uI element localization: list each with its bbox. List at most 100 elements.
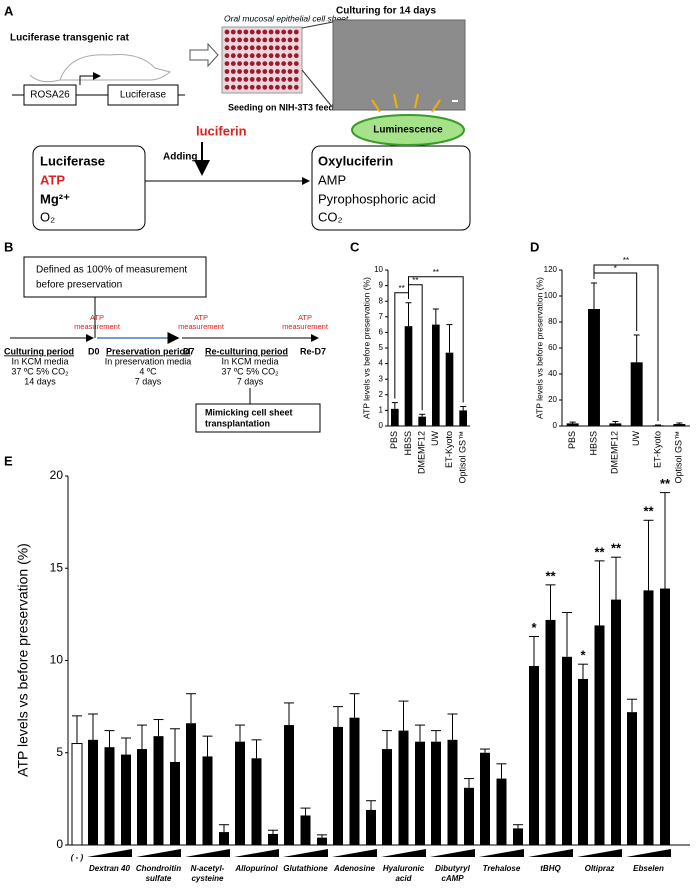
well (249, 29, 255, 35)
period-line: 14 days (24, 376, 56, 386)
group-label: sulfate (146, 874, 172, 883)
bar (251, 758, 262, 845)
group-label: Dextran 40 (89, 864, 130, 873)
dose-wedge (528, 849, 573, 857)
gene-box (23, 84, 77, 106)
well (293, 37, 299, 43)
product: Oxyluciferin (318, 153, 393, 168)
y-tick-label: 20 (50, 468, 64, 482)
zoom-line (301, 69, 334, 109)
dose-wedge (185, 849, 230, 857)
well (262, 69, 268, 74)
bar (562, 656, 572, 845)
well (293, 69, 299, 74)
group-label: Oltipraz (585, 864, 615, 873)
bar (88, 739, 98, 845)
y-tick-label: 9 (379, 281, 384, 290)
gene-box (107, 84, 179, 106)
y-tick-label: 80 (548, 317, 557, 326)
bar (137, 749, 147, 845)
definition-box (23, 256, 207, 298)
bar (431, 741, 441, 845)
y-tick-label: 5 (56, 745, 63, 759)
gene-label: ROSA26 (30, 90, 70, 101)
bar (418, 416, 426, 426)
plate (221, 26, 303, 94)
y-tick-label: 5 (379, 343, 384, 352)
dose-wedge (87, 849, 132, 857)
well (293, 61, 299, 66)
well (249, 37, 255, 43)
well (224, 45, 230, 51)
dose-wedge (430, 849, 475, 857)
x-tick-label: PBS (389, 431, 399, 449)
bar (104, 747, 115, 845)
bar (170, 761, 180, 845)
y-axis-label: ATP levels vs before preservation (%) (361, 277, 371, 419)
y-tick-label: 0 (56, 837, 63, 851)
well (293, 77, 299, 82)
bar (480, 752, 490, 845)
well (275, 69, 280, 74)
well (268, 37, 274, 43)
period-line: 37 ºC 5% CO₂ (221, 366, 279, 376)
group-label: Trehalose (483, 864, 521, 873)
measurement: measurement (282, 322, 329, 331)
well (256, 53, 261, 59)
well (268, 69, 274, 74)
bar (432, 324, 440, 426)
dose-wedge (136, 849, 181, 857)
period-line: In preservation media (105, 356, 192, 366)
dose-wedge (577, 849, 622, 857)
comparison-label: ** (433, 268, 439, 277)
well (243, 45, 249, 51)
rat-outline (59, 54, 172, 81)
comparison-bracket (593, 272, 638, 331)
measurement: measurement (178, 322, 225, 331)
well (262, 45, 268, 51)
well (237, 53, 243, 59)
well (243, 77, 249, 82)
y-axis-label: ATP levels vs before preservation (%) (15, 543, 31, 777)
well (256, 84, 261, 90)
bar (71, 743, 83, 846)
bar (333, 726, 343, 845)
gene-label: Luciferase (120, 90, 167, 101)
y-tick-label: 10 (50, 653, 64, 667)
well (237, 84, 243, 90)
well (275, 29, 280, 35)
scale-bar (452, 100, 458, 102)
group-label: N-acetyl- (191, 864, 225, 873)
well (243, 37, 249, 43)
reactant: Luciferase (40, 153, 105, 168)
well (224, 61, 230, 66)
bar (404, 326, 413, 426)
well (249, 45, 255, 51)
panel-b: B Defined as 100% of measurement before … (4, 239, 329, 433)
bar (660, 588, 670, 845)
well (262, 84, 268, 90)
well (275, 61, 280, 66)
well (230, 53, 236, 59)
emission-label: Luminescence (373, 125, 443, 136)
definition: before preservation (36, 280, 122, 291)
bar (594, 625, 605, 845)
well (287, 29, 293, 35)
bar (627, 712, 637, 845)
well (243, 29, 249, 35)
bar (630, 362, 643, 426)
comparison-bracket (593, 264, 659, 421)
significance-label: * (531, 620, 537, 635)
x-tick-label: Optisol GS™ (458, 431, 468, 484)
mimic-box (195, 403, 321, 433)
bar (415, 741, 425, 845)
well (230, 77, 236, 82)
panel-letter: C (350, 239, 360, 254)
bar (300, 815, 311, 845)
group-label: Glutathione (283, 864, 328, 873)
rat-tail (29, 74, 61, 83)
comparison-bracket (408, 276, 464, 403)
x-tick-label: ET-Kyoto (444, 431, 454, 468)
group-label: cysteine (191, 874, 224, 883)
panel-a: A Luciferase transgenic rat ROSA26 Lucif… (4, 3, 471, 231)
